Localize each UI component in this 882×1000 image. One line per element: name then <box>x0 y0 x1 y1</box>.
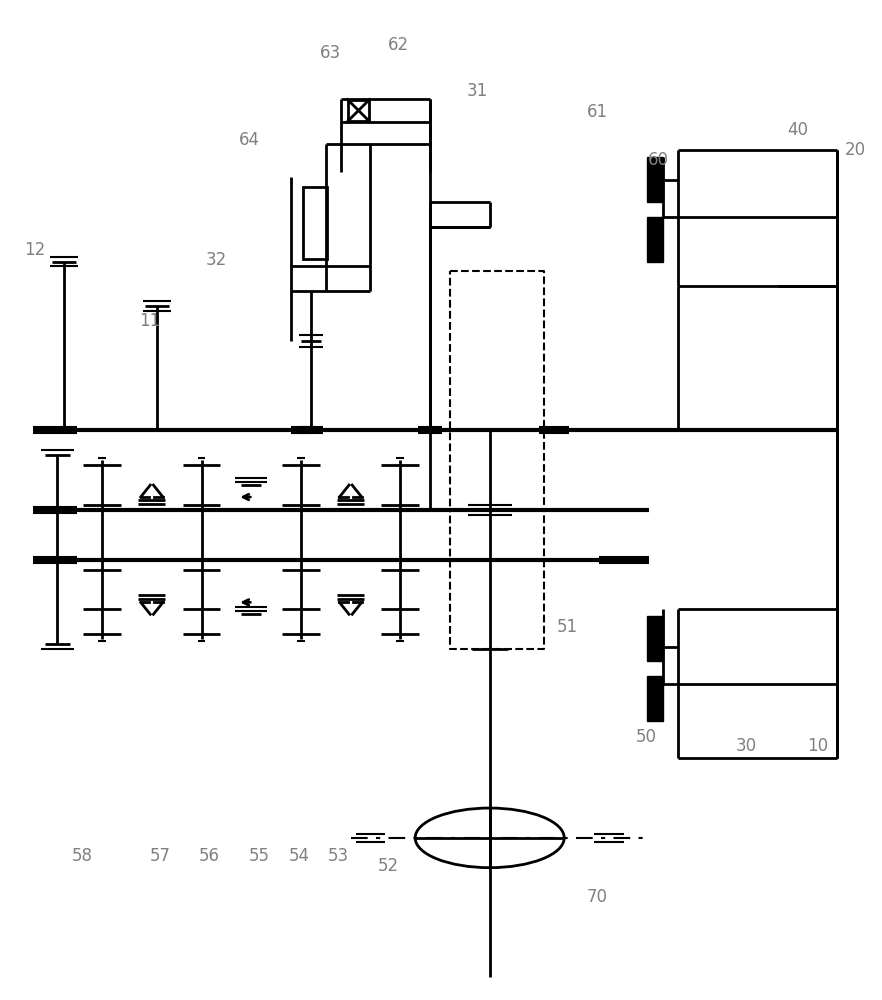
Text: 55: 55 <box>249 847 270 865</box>
Text: 56: 56 <box>199 847 220 865</box>
Bar <box>647 217 662 262</box>
Bar <box>647 616 662 661</box>
Text: 40: 40 <box>788 121 808 139</box>
Text: 11: 11 <box>139 312 161 330</box>
Text: 70: 70 <box>587 888 608 906</box>
Text: 31: 31 <box>467 82 489 100</box>
Text: 51: 51 <box>557 618 578 636</box>
Bar <box>647 157 662 202</box>
Text: 30: 30 <box>736 737 757 755</box>
Bar <box>647 676 662 721</box>
Text: 58: 58 <box>71 847 93 865</box>
Bar <box>303 187 326 259</box>
Text: 53: 53 <box>328 847 349 865</box>
Text: 10: 10 <box>807 737 828 755</box>
Text: 20: 20 <box>845 141 866 159</box>
Text: 57: 57 <box>149 847 170 865</box>
Text: 12: 12 <box>24 241 45 259</box>
Text: 61: 61 <box>587 103 608 121</box>
Text: 52: 52 <box>377 857 399 875</box>
Text: 32: 32 <box>206 251 227 269</box>
Text: 63: 63 <box>320 44 341 62</box>
Text: 60: 60 <box>648 151 669 169</box>
Text: 54: 54 <box>288 847 310 865</box>
Text: 62: 62 <box>388 36 409 54</box>
Text: 64: 64 <box>239 131 259 149</box>
Text: 50: 50 <box>636 728 657 746</box>
